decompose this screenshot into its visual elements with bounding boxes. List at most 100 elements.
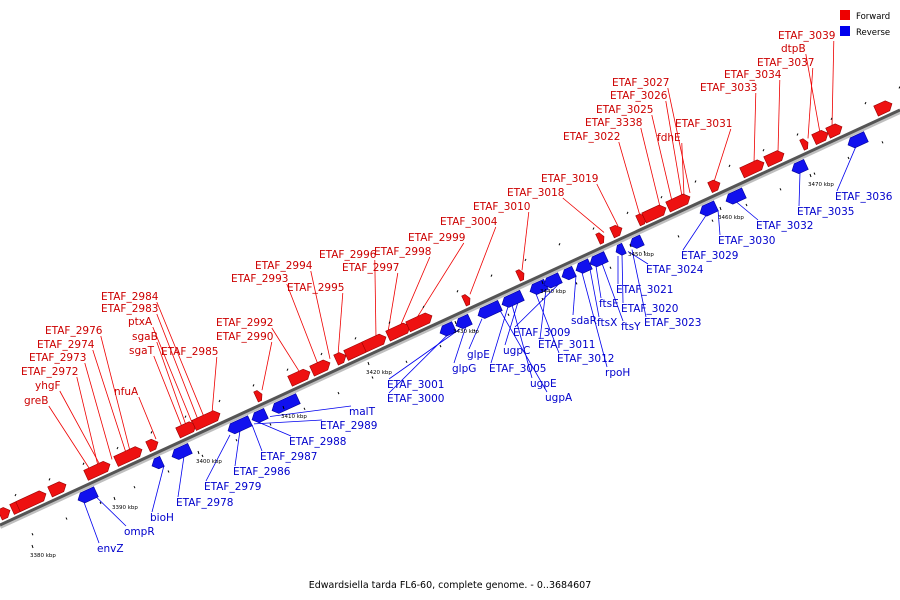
forward-callout-line <box>681 142 685 196</box>
backbone-line <box>0 108 900 527</box>
reverse-callout-line <box>388 334 449 394</box>
reverse-gene-label: ETAF_2989 <box>320 420 377 432</box>
forward-gene-label: ETAF_2976 <box>45 325 103 337</box>
forward-gene <box>333 352 347 366</box>
tick-mark <box>320 352 323 356</box>
reverse-callout-line <box>95 496 127 527</box>
reverse-gene-arrow <box>615 242 627 256</box>
tick-mark <box>201 454 204 458</box>
forward-gene-label: ETAF_2996 <box>319 249 377 261</box>
tick-mark <box>422 305 425 309</box>
tick-mark <box>184 415 187 418</box>
reverse-gene-label: ugpE <box>530 378 557 390</box>
forward-callout-line <box>807 67 814 139</box>
forward-gene <box>595 232 605 245</box>
forward-gene <box>113 446 143 467</box>
forward-gene-label: ETAF_3033 <box>700 82 757 94</box>
reverse-callout-line <box>388 328 461 380</box>
kbp-label: 3400 kbp <box>196 459 222 465</box>
scale-ticks <box>14 86 900 549</box>
reverse-callout-line <box>205 434 231 482</box>
reverse-gene-label: ETAF_3005 <box>489 363 546 375</box>
forward-gene-label: ETAF_2990 <box>216 331 273 343</box>
forward-gene-label: ETAF_3004 <box>440 216 498 228</box>
forward-gene-label: ETAF_3027 <box>612 77 669 89</box>
legend-reverse-swatch <box>840 26 850 36</box>
forward-gene-arrow <box>739 159 765 179</box>
kbp-label: 3460 kbp <box>718 215 744 221</box>
forward-gene-arrow <box>461 294 471 307</box>
forward-gene-label: nfuA <box>114 386 139 398</box>
forward-gene-label: sgaB <box>132 331 158 343</box>
forward-gene-label: ETAF_2995 <box>287 282 344 294</box>
reverse-callout-line <box>631 249 647 318</box>
reverse-gene-label: ftsY <box>621 321 641 333</box>
tick-mark <box>677 235 680 238</box>
reverse-callout-line <box>589 268 600 318</box>
kbp-tick <box>541 280 544 285</box>
callout-lines <box>48 40 857 544</box>
reverse-callout-line <box>151 465 165 513</box>
forward-callout-line <box>618 141 641 216</box>
reverse-callout-line <box>682 215 707 251</box>
reverse-gene-arrow <box>251 407 269 424</box>
forward-callout-line <box>667 87 691 193</box>
forward-gene <box>665 193 691 213</box>
forward-gene <box>763 150 785 168</box>
reverse-gene <box>589 251 609 268</box>
reverse-gene-arrow <box>151 455 165 470</box>
reverse-gene-label: ompR <box>124 526 155 538</box>
reverse-callout-line <box>717 209 721 236</box>
forward-gene <box>405 312 433 333</box>
forward-callout-line <box>596 183 619 227</box>
reverse-gene <box>271 393 301 414</box>
reverse-gene-label: ETAF_3001 <box>387 379 444 391</box>
tick-mark <box>694 180 697 183</box>
kbp-tick <box>719 206 722 211</box>
reverse-gene-arrow <box>529 278 549 295</box>
reverse-gene-label: ftsE <box>599 298 619 310</box>
forward-gene <box>47 481 67 498</box>
forward-gene-label: yhgF <box>35 380 61 392</box>
reverse-gene <box>77 486 99 504</box>
forward-gene <box>309 359 331 377</box>
forward-gene <box>15 490 47 513</box>
reverse-gene-arrow <box>171 442 193 460</box>
forward-gene-arrow <box>515 269 525 282</box>
kbp-label: 3390 kbp <box>112 505 138 511</box>
forward-callout-line <box>59 390 101 466</box>
tick-mark <box>745 203 748 207</box>
forward-gene-label: ETAF_2973 <box>29 352 86 364</box>
forward-gene-label: ETAF_2992 <box>216 317 273 329</box>
tick-mark <box>609 266 612 269</box>
forward-gene-arrow <box>145 438 159 453</box>
forward-gene-label: ETAF_3037 <box>757 57 814 69</box>
forward-callout-line <box>92 349 127 454</box>
reverse-gene-arrow <box>477 300 503 319</box>
forward-gene-label: ptxA <box>128 316 153 328</box>
reverse-callout-line <box>83 502 100 544</box>
forward-gene-label: ETAF_2974 <box>37 339 95 351</box>
reverse-callout-line <box>453 325 467 364</box>
tick-mark <box>65 517 68 520</box>
reverse-callout-line <box>798 172 801 207</box>
forward-gene <box>873 100 893 117</box>
forward-gene <box>641 204 667 224</box>
reverse-gene-label: ETAF_3011 <box>538 339 595 351</box>
forward-gene <box>253 390 263 403</box>
tick-mark <box>303 407 306 411</box>
tick-mark <box>82 462 85 465</box>
forward-callout-line <box>831 40 835 128</box>
reverse-callout-line <box>499 310 548 393</box>
forward-gene <box>145 438 159 453</box>
forward-gene-arrow <box>253 390 263 403</box>
reverse-callout-line <box>581 272 608 368</box>
forward-gene-label: ETAF_2985 <box>161 346 218 358</box>
reverse-gene-label: ETAF_2986 <box>233 466 291 478</box>
forward-callout-line <box>156 341 187 426</box>
forward-callout-line <box>374 259 377 338</box>
reverse-gene-label: sdaR <box>571 315 597 327</box>
reverse-gene <box>171 442 193 460</box>
tick-mark <box>796 133 799 136</box>
